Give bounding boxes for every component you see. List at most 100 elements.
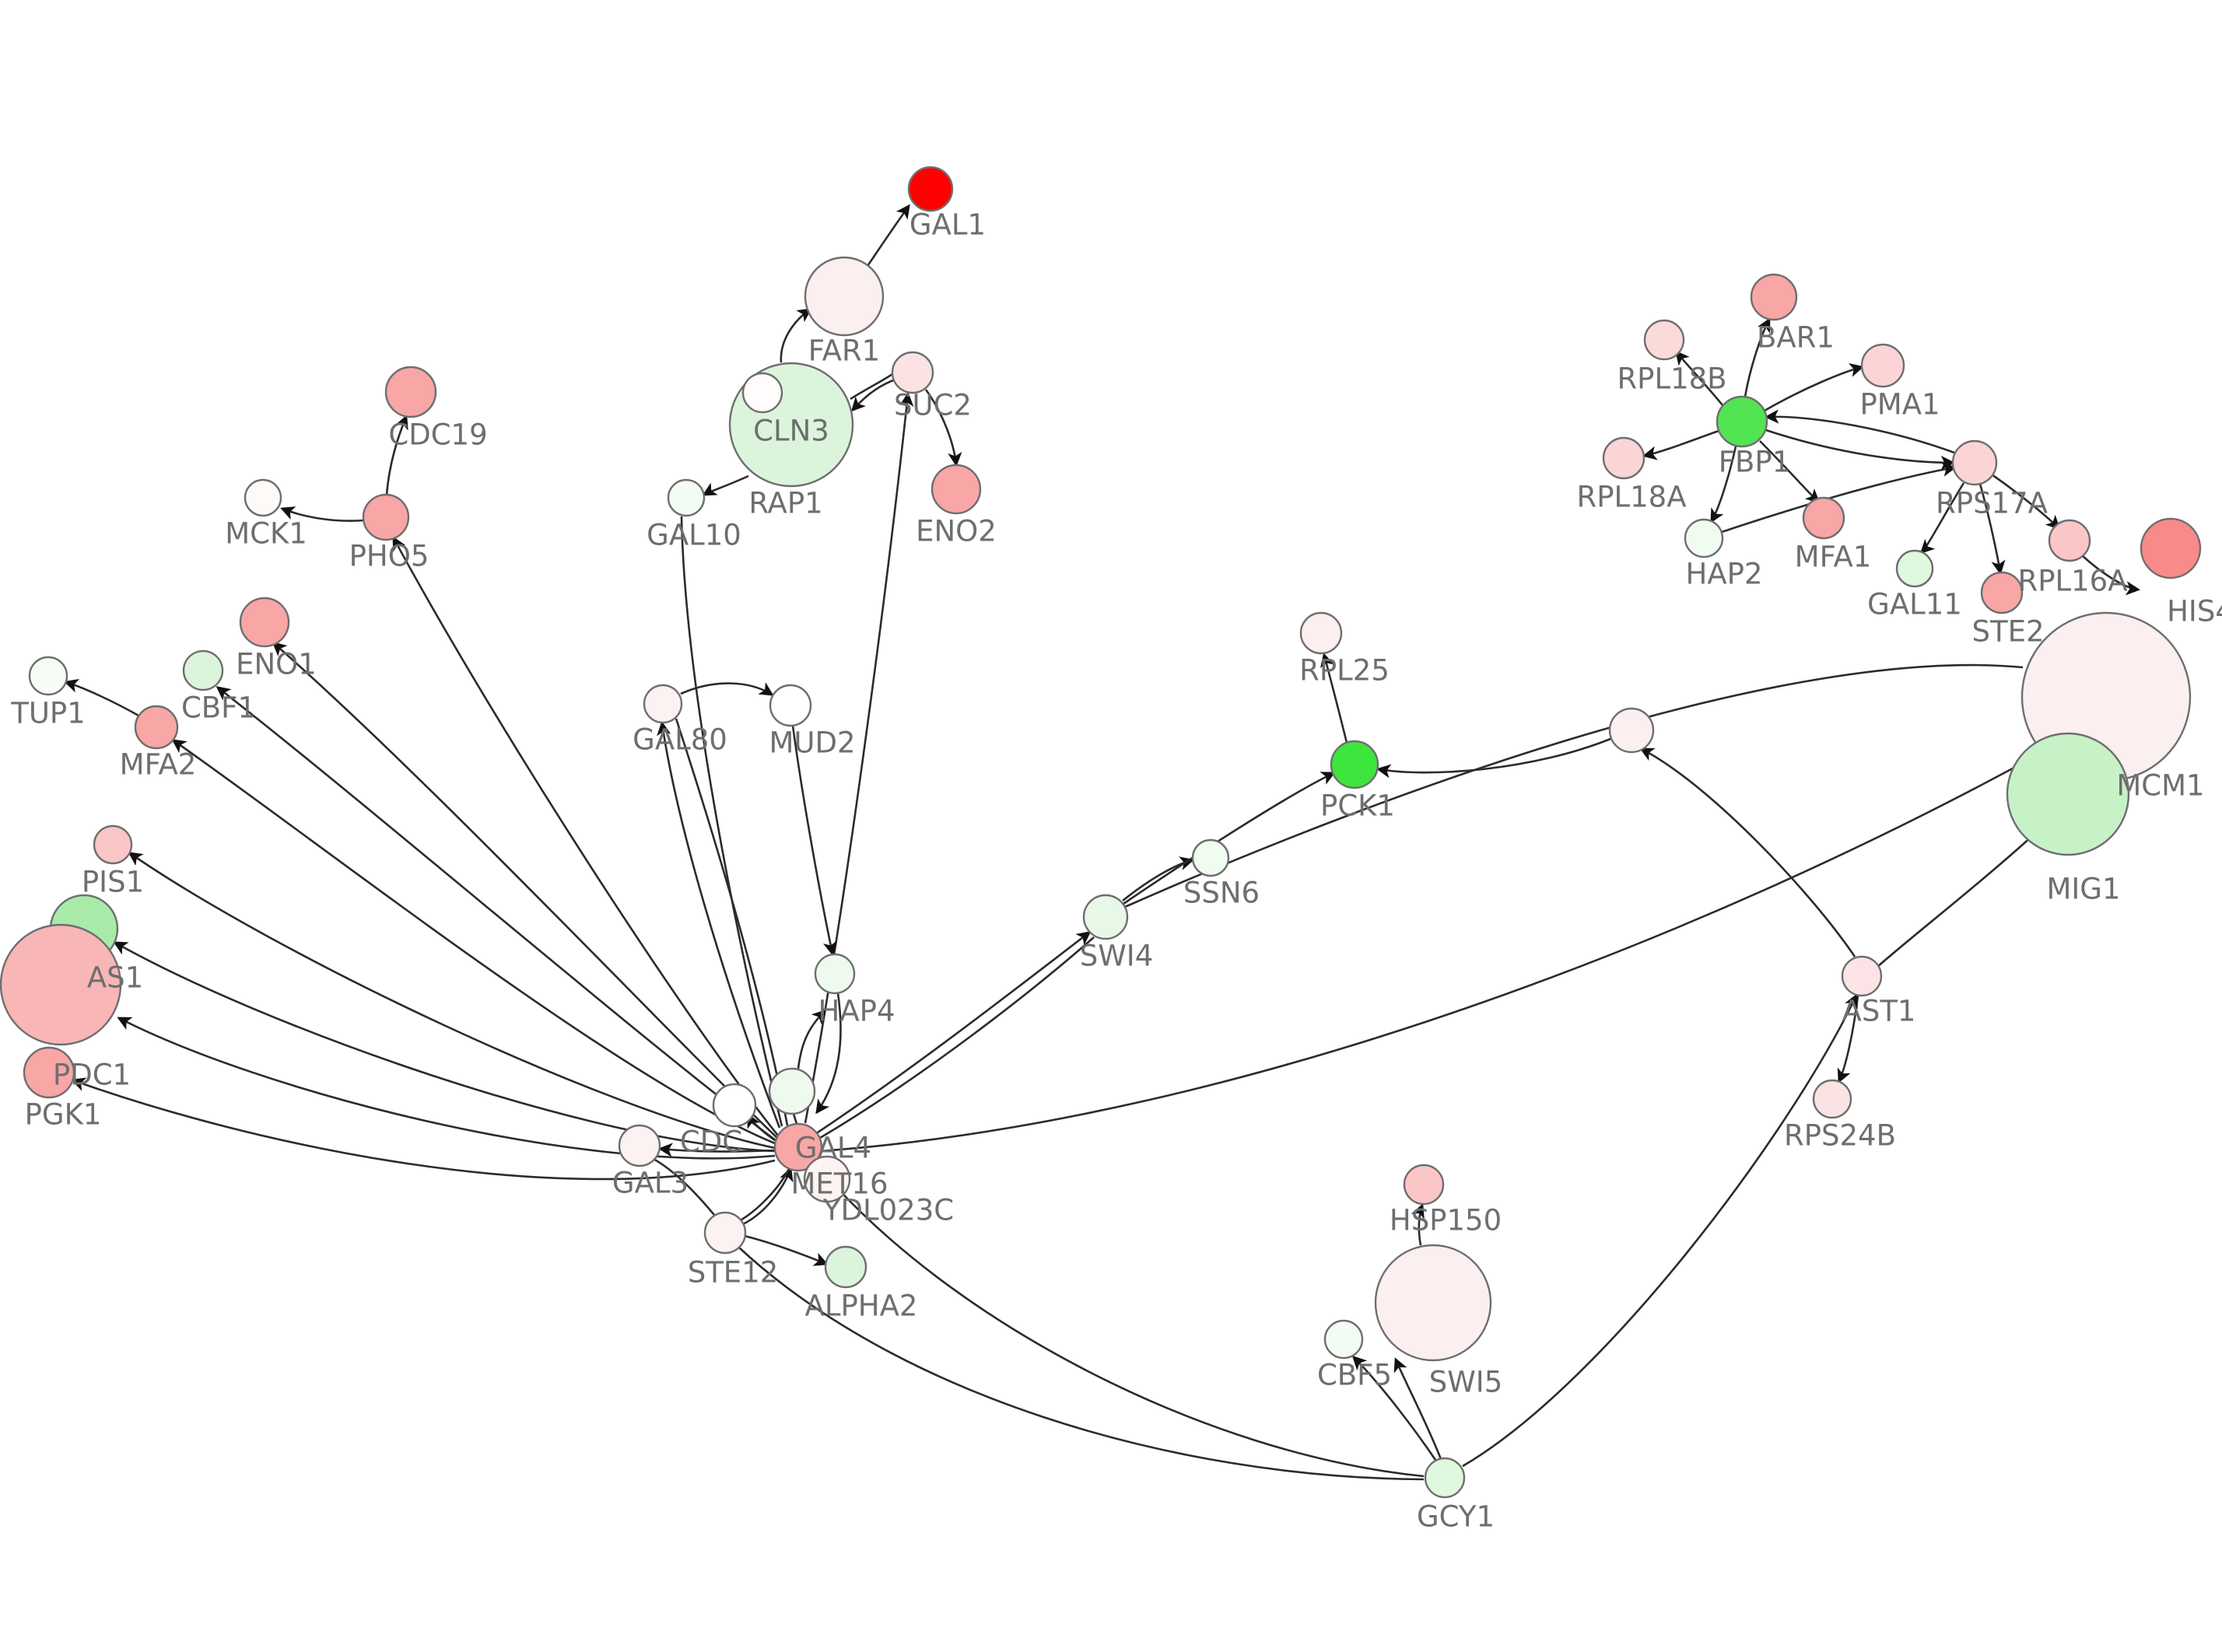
edge-STE12-to-GAL3	[651, 1157, 715, 1216]
edge-RPL16A-to-HIS4	[2081, 555, 2141, 596]
node-gal4[interactable]	[773, 1122, 823, 1172]
node-bar1[interactable]	[1750, 273, 1798, 321]
node-label-mck1: MCK1	[225, 517, 307, 551]
node-gal10[interactable]	[667, 478, 706, 517]
node-label-gal80: GAL80	[633, 723, 727, 757]
node-rpl18b[interactable]	[1643, 319, 1685, 361]
node-ydl023c[interactable]	[803, 1155, 851, 1203]
node-label-cdc19: CDC19	[388, 418, 487, 452]
node-gal80[interactable]	[643, 684, 683, 724]
node-mud2[interactable]	[769, 684, 812, 727]
node-cdc19[interactable]	[384, 366, 437, 418]
edge-PCK1-to-RPL25	[1320, 653, 1348, 744]
node-label-eno1: ENO1	[236, 648, 317, 681]
node-label-met16: MET16	[791, 1167, 888, 1201]
node-ast1[interactable]	[1841, 955, 1883, 997]
node-label-gal3: GAL3	[612, 1167, 689, 1200]
node-ste12[interactable]	[703, 1211, 747, 1255]
node-label-mfa1: MFA1	[1795, 541, 1872, 574]
node-gal1[interactable]	[907, 166, 954, 212]
node-label-cln3: CLN3	[753, 415, 829, 448]
nodes-layer	[0, 166, 2202, 1499]
node-gal3[interactable]	[618, 1124, 661, 1167]
edge-FBP1-to-RPL18A	[1642, 429, 1719, 460]
node-pis1[interactable]	[93, 824, 133, 865]
node-hsp150[interactable]	[1403, 1164, 1445, 1206]
edge-RPS17A-to-GAL11	[1919, 482, 1965, 555]
node-label-rps17a: RPS17A	[1936, 487, 2048, 520]
node-label-ast1: AST1	[1842, 995, 1916, 1028]
node-mfa2[interactable]	[134, 705, 179, 750]
node-cbf1[interactable]	[182, 649, 224, 691]
node-cbf5[interactable]	[1323, 1319, 1364, 1360]
edge-SWI4-to-MCM1	[1124, 663, 2024, 908]
node-label-pho5: PHO5	[349, 540, 429, 573]
node-mig1[interactable]	[2006, 732, 2130, 856]
node-hap2[interactable]	[1684, 518, 1724, 558]
node-ste2[interactable]	[1980, 571, 2024, 614]
edge-RPS17A-to-STE2	[1978, 483, 2006, 575]
edge-CLN3-to-GAL10	[702, 474, 749, 496]
node-eno2[interactable]	[931, 464, 982, 515]
node-mck1[interactable]	[244, 478, 282, 517]
node-swi5[interactable]	[1374, 1244, 1492, 1362]
node-hap4[interactable]	[814, 953, 856, 995]
edge-GAL4-to-CBF1	[216, 686, 776, 1142]
edge-FBP1-to-HAP2	[1710, 446, 1737, 523]
node-eno1[interactable]	[239, 597, 290, 648]
node-rpl18a[interactable]	[1602, 436, 1645, 480]
edge-GAL4-to-SWI4b	[819, 936, 1095, 1139]
edge-GCY1-to-AST1	[1462, 993, 1858, 1468]
node-fbp1[interactable]	[1716, 395, 1768, 448]
node-rps17a[interactable]	[1951, 439, 1998, 486]
edge-PHO5-to-CDC19	[385, 415, 408, 495]
node-label-gcy1: GCY1	[1417, 1500, 1495, 1534]
node-gal11[interactable]	[1895, 549, 1934, 588]
node-label-pck1: PCK1	[1320, 789, 1395, 823]
node-label-bar1: BAR1	[1757, 321, 1835, 355]
node-pho5[interactable]	[362, 493, 410, 541]
node-label-gal10: GAL10	[647, 519, 741, 552]
edge-GAL4-to-AS1	[113, 941, 776, 1153]
node-alpha2[interactable]	[824, 1245, 867, 1289]
node-ssn6[interactable]	[1191, 838, 1230, 877]
node-rpl25[interactable]	[1299, 611, 1343, 655]
node-rap1[interactable]	[741, 372, 783, 414]
edge-MUD2-to-HAP4	[791, 725, 837, 956]
node-label-hap4: HAP4	[818, 995, 895, 1028]
node-hub_grn[interactable]	[768, 1067, 816, 1115]
node-label-cdc: CDC	[680, 1125, 742, 1159]
node-label-eno2: ENO2	[916, 515, 997, 548]
node-pck1[interactable]	[1330, 740, 1379, 789]
edge-FBP1-to-BAR1	[1744, 317, 1771, 397]
node-mfa1[interactable]	[1802, 496, 1845, 540]
node-far1[interactable]	[804, 256, 885, 337]
node-pma1[interactable]	[1860, 343, 1905, 388]
node-suc2[interactable]	[891, 351, 934, 394]
node-pdc1[interactable]	[0, 923, 122, 1046]
node-label-ydl023c: YDL023C	[822, 1194, 954, 1227]
edge-GAL4-to-PDC1	[117, 1017, 776, 1160]
node-swi4[interactable]	[1082, 894, 1129, 940]
node-gcy1[interactable]	[1424, 1457, 1466, 1499]
edge-GAL4-to-SUC2	[804, 391, 914, 1124]
node-rpl16a[interactable]	[2048, 519, 2091, 562]
node-his4[interactable]	[2140, 517, 2202, 579]
node-rps24b[interactable]	[1812, 1079, 1852, 1119]
edge-GAL4-to-GAL3	[657, 1143, 776, 1157]
node-pgk1[interactable]	[23, 1046, 75, 1099]
edge-GAL4-to-STE12	[735, 1168, 790, 1224]
edge-GAL4-to-PHO5	[392, 536, 780, 1136]
node-tup1[interactable]	[28, 656, 68, 696]
edge-GCY1-to-SWI5	[1393, 1357, 1442, 1460]
node-met16[interactable]	[712, 1083, 757, 1128]
node-label-far1: FAR1	[808, 334, 880, 368]
node-label-rps24b: RPS24B	[1784, 1119, 1896, 1153]
edge-RPS17A-to-RPL16A	[1991, 473, 2061, 530]
node-label-as1: AS1	[87, 961, 143, 995]
node-ast1_up[interactable]	[1608, 707, 1655, 754]
edge-GAL4-to-HUB_GRN	[797, 1009, 827, 1069]
edge-SWI4-to-PCK1	[1123, 772, 1336, 905]
